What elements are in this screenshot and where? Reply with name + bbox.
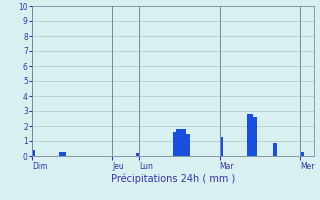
Bar — [253, 117, 257, 156]
Bar — [300, 152, 304, 156]
Bar — [62, 152, 66, 156]
X-axis label: Précipitations 24h ( mm ): Précipitations 24h ( mm ) — [111, 173, 235, 184]
Bar — [136, 153, 139, 156]
Bar — [250, 114, 253, 156]
Bar — [180, 129, 183, 156]
Bar — [176, 129, 180, 156]
Bar — [32, 150, 35, 156]
Bar — [186, 134, 189, 156]
Bar — [246, 114, 250, 156]
Bar — [173, 132, 176, 156]
Bar — [183, 129, 186, 156]
Bar — [273, 142, 277, 156]
Bar — [220, 137, 223, 156]
Bar — [59, 152, 62, 156]
